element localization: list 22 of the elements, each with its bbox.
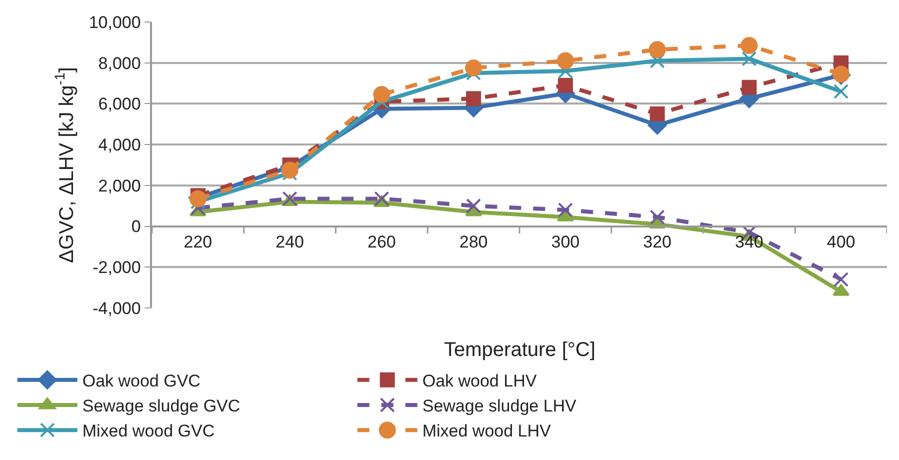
x-tick-label: 300 (551, 232, 580, 252)
y-tick-label: -2,000 (92, 258, 141, 278)
y-tick-label: -4,000 (92, 298, 141, 318)
legend-label: Mixed wood LHV (422, 422, 552, 441)
legend-label: Oak wood LHV (422, 372, 538, 391)
y-tick-label: 8,000 (98, 54, 141, 73)
x-tick-label: 260 (368, 232, 396, 252)
y-tick-label: 0 (131, 217, 141, 236)
y-tick-label: 2,000 (98, 176, 141, 196)
y-tick-label: 6,000 (98, 94, 141, 114)
x-axis-title: Temperature [°C] (444, 339, 596, 361)
y-tick-label: 4,000 (98, 136, 141, 155)
x-tick-label: 400 (826, 232, 856, 252)
legend-label: Mixed wood GVC (82, 422, 215, 441)
x-tick-label: 240 (276, 232, 304, 252)
legend-label: Sewage sludge GVC (82, 396, 240, 416)
legend-label: Sewage sludge LHV (422, 396, 578, 416)
x-tick-label: 320 (643, 232, 672, 252)
legend-label: Oak wood GVC (82, 372, 200, 391)
x-tick-label: 280 (459, 232, 488, 252)
y-tick-label: 10,000 (88, 12, 141, 32)
x-tick-label: 220 (184, 232, 212, 252)
